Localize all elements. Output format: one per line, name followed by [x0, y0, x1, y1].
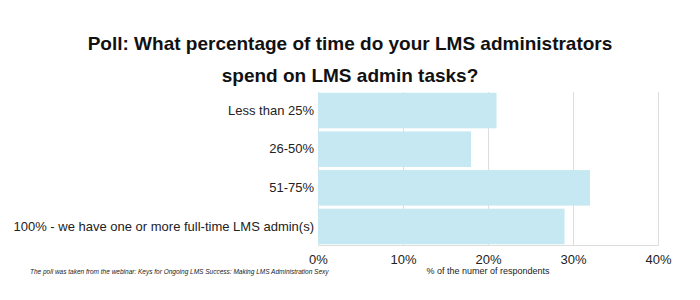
x-tick-label: 30%: [560, 252, 586, 267]
footnote: The poll was taken from the webinar: Key…: [30, 268, 329, 276]
grid-line: [573, 92, 574, 245]
bars: [318, 93, 590, 244]
y-tick: 100% - we have one or more full-time LMS…: [13, 219, 318, 234]
title-line: spend on LMS admin tasks?: [222, 65, 479, 86]
title: Poll: What percentage of time do your LM…: [88, 33, 613, 86]
bar: [318, 131, 471, 167]
y-tick-label: 26-50%: [269, 141, 314, 156]
plot: 0% 10% 20% 30% 40% Less than 25% 26-50% 51-75% 1…: [13, 92, 672, 267]
x-axis-title: % of the numer of respondents: [426, 266, 550, 276]
y-tick: 26-50%: [269, 141, 318, 156]
title-line: Poll: What percentage of time do your LM…: [88, 33, 613, 54]
y-tick-label: Less than 25%: [228, 103, 314, 118]
bar: [318, 93, 497, 129]
y-tick-label: 51-75%: [269, 180, 314, 195]
x-tick: 40%: [645, 92, 671, 267]
x-tick-label: 0%: [309, 252, 328, 267]
bar: [318, 209, 565, 245]
grid-line: [658, 92, 659, 245]
bar: [318, 170, 590, 206]
y-tick: 51-75%: [269, 180, 318, 195]
y-axis: Less than 25% 26-50% 51-75% 100% - we have …: [13, 103, 318, 234]
y-tick-label: 100% - we have one or more full-time LMS…: [13, 219, 314, 234]
y-tick: Less than 25%: [228, 103, 318, 118]
x-tick-label: 20%: [475, 252, 501, 267]
chart: Poll: What percentage of time do your LM…: [0, 0, 700, 300]
x-tick-label: 10%: [390, 252, 416, 267]
x-axis: 0% 10% 20% 30% 40%: [309, 92, 672, 267]
x-axis-line: [319, 92, 659, 246]
x-tick-label: 40%: [645, 252, 671, 267]
